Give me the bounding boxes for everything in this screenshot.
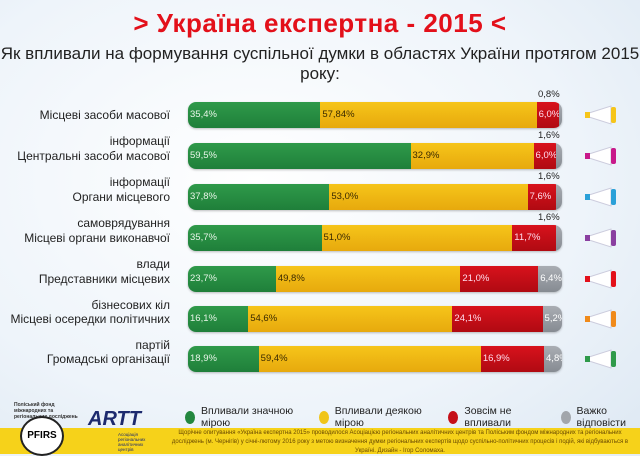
bar-segment-k: [555, 143, 562, 169]
artt-logo: ARTT: [88, 408, 141, 430]
bar-segment-g: 16,1%: [188, 306, 249, 332]
megaphone-icon: [585, 228, 625, 248]
bar-row: 16,1% 54,6% 24,1% 5,2%: [188, 306, 562, 332]
data-label: 35,4%: [190, 109, 217, 120]
data-label: 16,9%: [482, 353, 510, 364]
legend-item: Впливали деякою мірою: [318, 405, 427, 429]
bar-row: 35,4% 57,84% 6,0%: [188, 102, 562, 128]
footer-text: Щорічне опитування «Україна експертна 20…: [171, 430, 629, 454]
bar-segment-r: 11,7%: [512, 225, 556, 251]
bar-segment-y: 51,0%: [321, 225, 513, 251]
bar-segment-y: 57,84%: [320, 102, 537, 128]
bar-segment-y: 59,4%: [258, 346, 481, 372]
bar-segment-y: 53,0%: [329, 184, 528, 210]
bar-segment-k: [556, 225, 562, 251]
bar-segment-k: 4,8%: [544, 346, 562, 372]
chart-subtitle: Як впливали на формування суспільної дум…: [0, 44, 640, 83]
data-label: 6,0%: [538, 109, 561, 120]
data-label: 51,0%: [323, 232, 351, 243]
data-label: 4,8%: [546, 353, 562, 364]
data-label: 6,4%: [540, 273, 562, 284]
data-label: 54,6%: [250, 313, 278, 324]
bar-segment-g: 35,7%: [188, 225, 322, 251]
category-label: Місцеві органи виконавчої влади: [24, 231, 170, 271]
data-label: 16,1%: [190, 313, 217, 324]
page-title: > Україна експертна - 2015 <: [133, 8, 507, 38]
bar-segment-g: 59,5%: [188, 143, 411, 169]
data-label: 57,84%: [322, 109, 355, 120]
bar-segment-r: 21,0%: [460, 266, 539, 292]
bar-row: 18,9% 59,4% 16,9% 4,8%: [188, 346, 562, 372]
megaphone-icon: [585, 146, 625, 166]
category-label: Органи місцевого самоврядування: [72, 190, 171, 230]
legend: Впливали значною мірою Впливали деякою м…: [185, 405, 640, 429]
bar-segment-y: 54,6%: [248, 306, 453, 332]
category-label: Місцеві засоби масової інформації: [39, 108, 170, 148]
bar-segment-k: [558, 102, 562, 128]
category-label: Центральні засоби масової інформації: [17, 149, 170, 189]
bar-segment-k: [556, 184, 562, 210]
data-label-outside: 1,6%: [538, 171, 560, 182]
bar-row: 37,8% 53,0% 7,6%: [188, 184, 562, 210]
red-dot-icon: [448, 410, 459, 424]
legend-item: Впливали значною мірою: [185, 405, 297, 429]
megaphone-icon: [585, 105, 625, 125]
green-dot-icon: [185, 410, 196, 424]
bar-segment-r: 6,0%: [536, 102, 561, 128]
data-label: 21,0%: [462, 273, 490, 284]
bar-row: 35,7% 51,0% 11,7%: [188, 225, 562, 251]
bar-segment-g: 23,7%: [188, 266, 276, 292]
bar-segment-g: 35,4%: [188, 102, 321, 128]
legend-label: Важко відповісти: [576, 405, 626, 429]
bar-segment-r: 16,9%: [480, 346, 545, 372]
category-label: Громадські організації: [46, 352, 170, 366]
bar-segment-r: 7,6%: [527, 184, 556, 210]
data-label: 7,6%: [529, 191, 552, 202]
category-label: Місцеві осередки політичних партій: [10, 312, 170, 352]
bar-segment-y: 32,9%: [410, 143, 534, 169]
data-label-outside: 1,6%: [538, 212, 560, 223]
bar-segment-g: 37,8%: [188, 184, 330, 210]
data-label: 37,8%: [190, 191, 217, 202]
data-label: 24,1%: [454, 313, 482, 324]
megaphone-icon: [585, 269, 625, 289]
data-label-outside: 1,6%: [538, 130, 560, 141]
legend-item: Зовсім не впливали: [448, 405, 538, 429]
bar-segment-r: 6,0%: [533, 143, 558, 169]
data-label: 32,9%: [412, 150, 440, 161]
legend-label: Впливали деякою мірою: [334, 405, 422, 429]
megaphone-icon: [585, 187, 625, 207]
bar-segment-k: 6,4%: [538, 266, 562, 292]
artt-caption: Асоціація регіональних аналітичних центр…: [118, 432, 146, 452]
data-label: 11,7%: [514, 232, 541, 243]
category-label: Представники місцевих бізнесових кіл: [38, 272, 170, 312]
data-label: 23,7%: [190, 273, 217, 284]
legend-label: Зовсім не впливали: [464, 405, 512, 429]
legend-item: Важко відповісти: [560, 405, 640, 429]
data-label: 49,8%: [277, 273, 305, 284]
legend-label: Впливали значною мірою: [201, 405, 294, 429]
pfirs-logo: PFIRS: [20, 416, 64, 456]
data-label: 35,7%: [190, 232, 217, 243]
bar-row: 59,5% 32,9% 6,0%: [188, 143, 562, 169]
bar-segment-y: 49,8%: [275, 266, 461, 292]
bar-segment-g: 18,9%: [188, 346, 259, 372]
yellow-dot-icon: [318, 410, 329, 424]
bar-segment-k: 5,2%: [542, 306, 562, 332]
data-label: 53,0%: [331, 191, 359, 202]
gray-dot-icon: [560, 410, 571, 424]
data-label: 59,5%: [190, 150, 217, 161]
data-label: 59,4%: [260, 353, 288, 364]
megaphone-icon: [585, 309, 625, 329]
bar-segment-r: 24,1%: [452, 306, 543, 332]
data-label: 6,0%: [535, 150, 558, 161]
data-label-outside: 0,8%: [538, 89, 560, 100]
footer-band: [0, 428, 640, 454]
data-label: 18,9%: [190, 353, 217, 364]
bar-row: 23,7% 49,8% 21,0% 6,4%: [188, 266, 562, 292]
megaphone-icon: [585, 349, 625, 369]
data-label: 5,2%: [544, 313, 562, 324]
